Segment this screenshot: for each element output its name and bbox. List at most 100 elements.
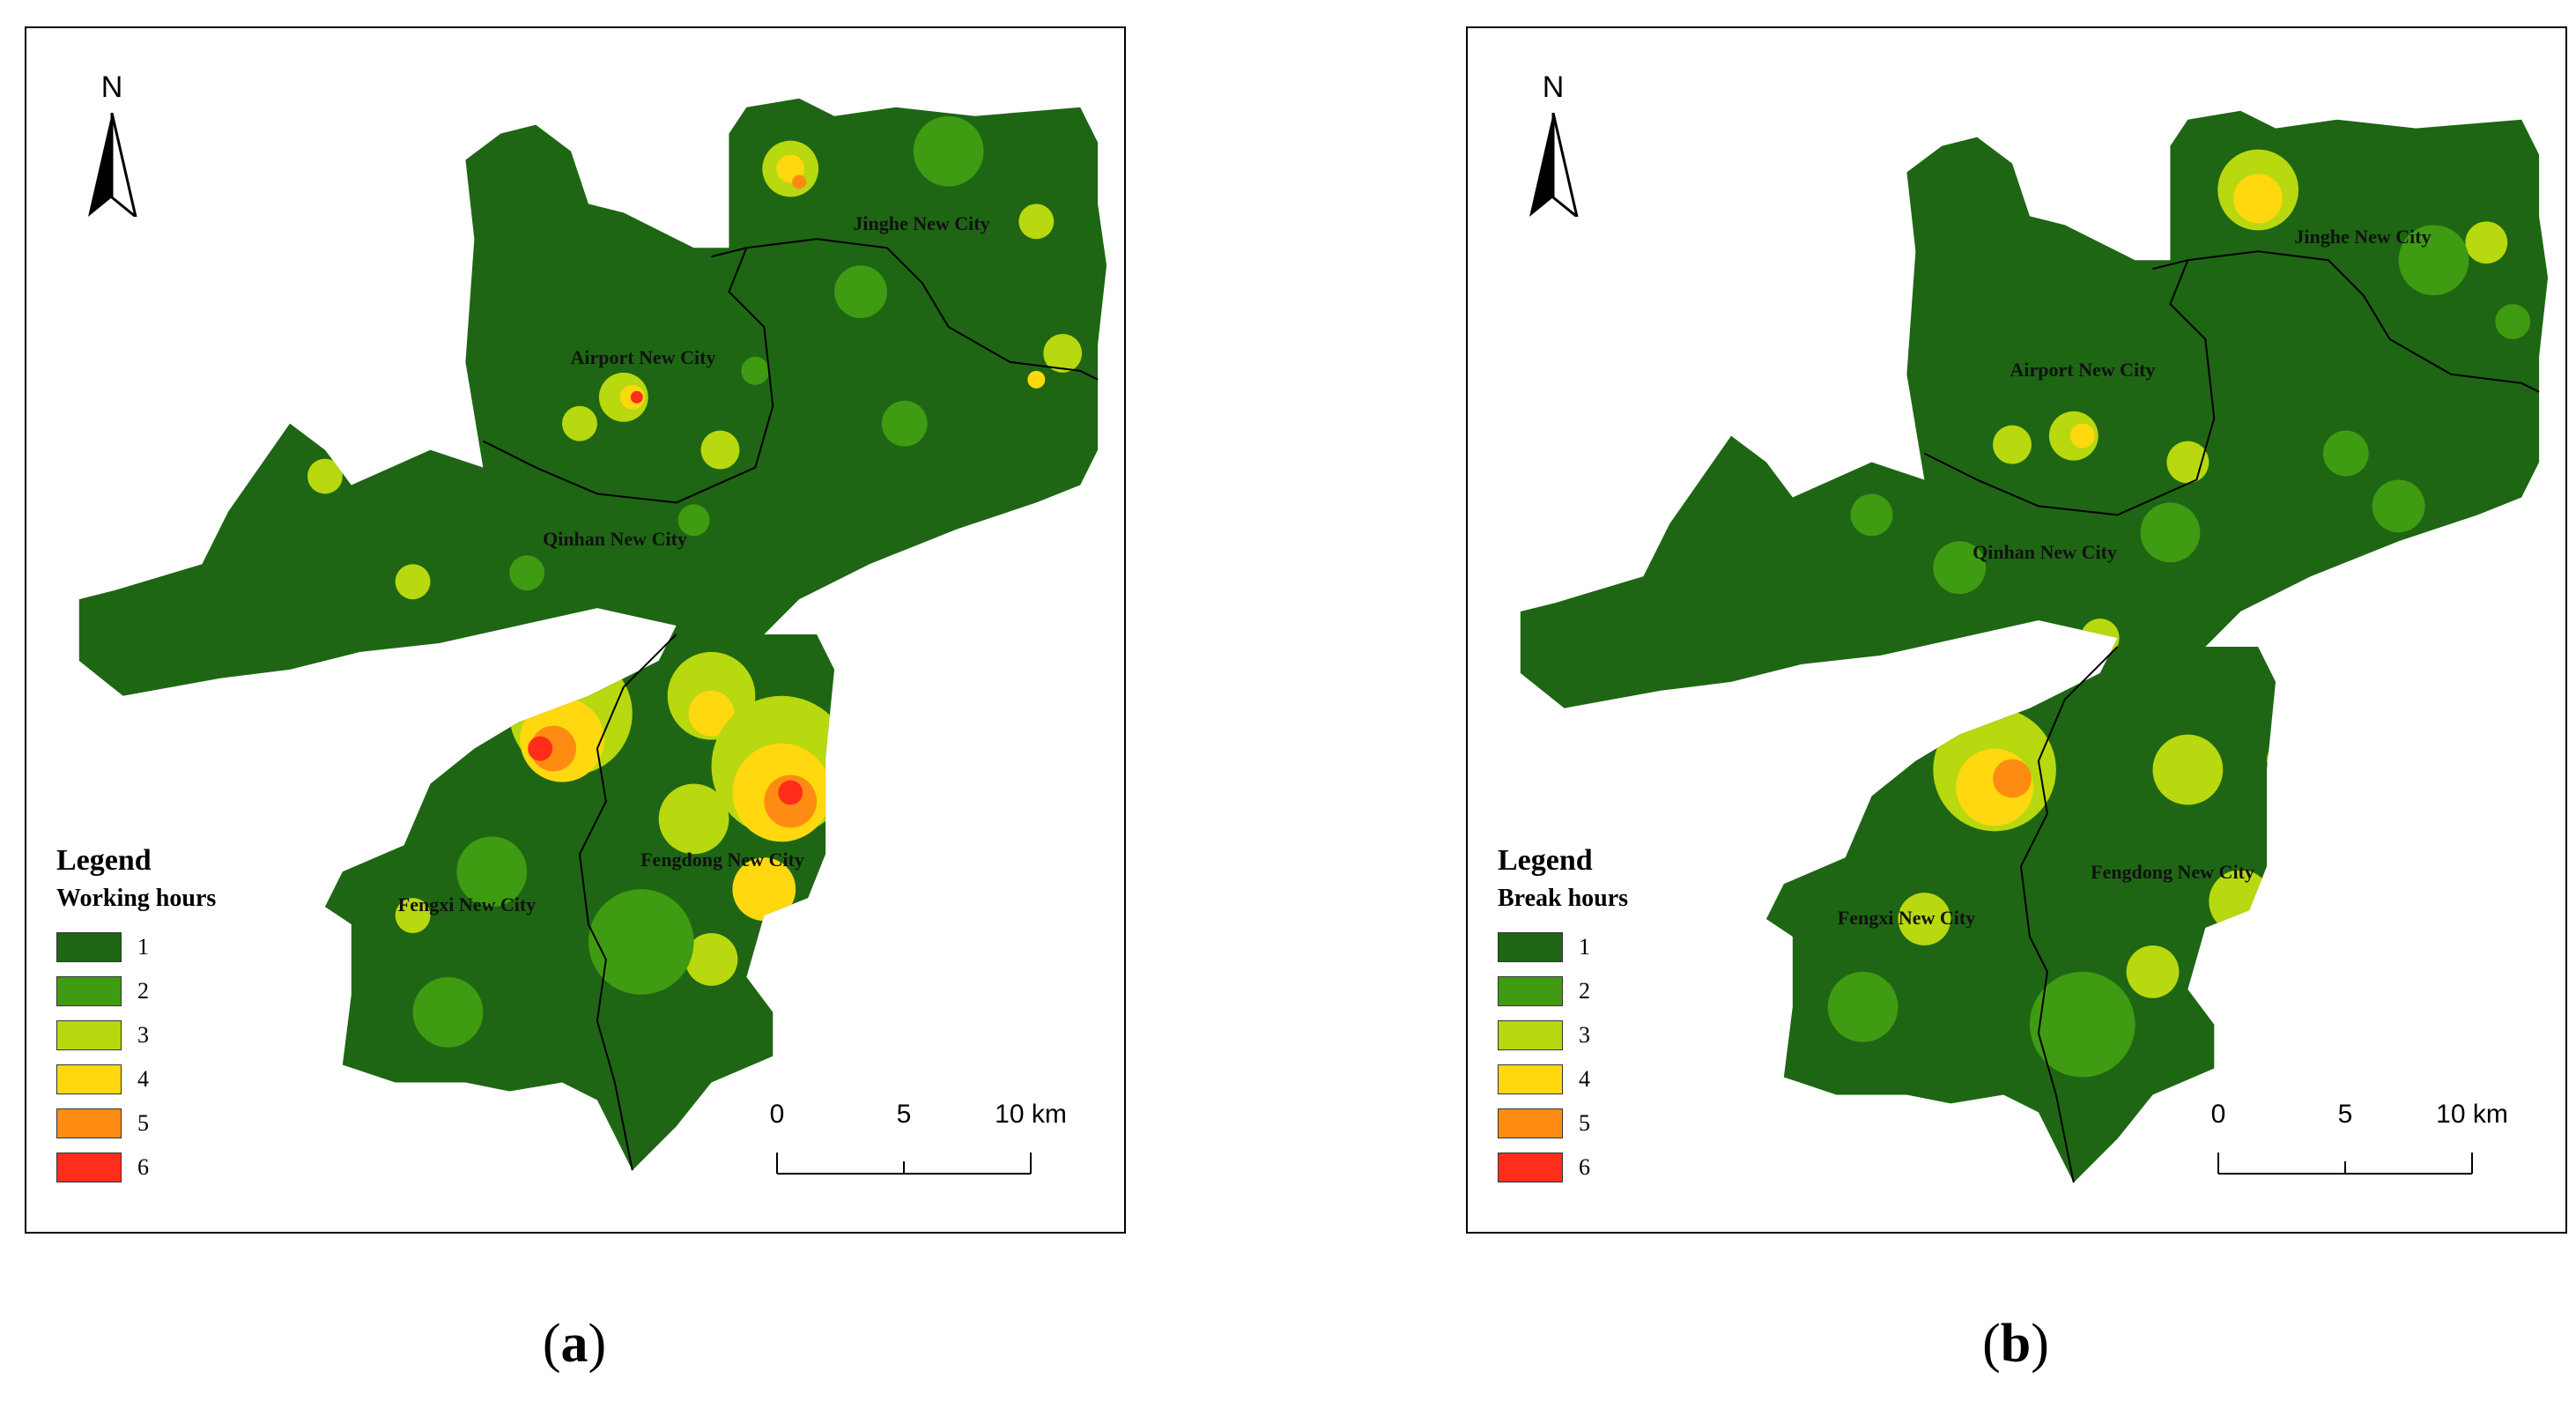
city-label-fengdong: Fengdong New City (2091, 861, 2254, 883)
hotspot (2166, 441, 2210, 484)
legend-value: 2 (137, 978, 149, 1004)
city-label-fengxi: Fengxi New City (397, 893, 537, 915)
hotspot (2267, 734, 2320, 788)
scale-label-0: 0 (769, 1100, 785, 1129)
scale-bar-line (2217, 1153, 2473, 1175)
north-label: N (100, 70, 123, 104)
legend-swatch (56, 1153, 122, 1182)
scale-bar: 0 5 10 km (2211, 1100, 2508, 1179)
legend-value: 4 (137, 1066, 149, 1092)
city-label-fengxi: Fengxi New City (1837, 907, 1976, 929)
district-boundary (482, 247, 774, 504)
hotspot (456, 836, 528, 908)
legend-item: 4 (1498, 1057, 1628, 1101)
legend-item: 6 (56, 1145, 216, 1190)
legend-item: 3 (1498, 1013, 1628, 1057)
legend-item: 2 (1498, 969, 1628, 1013)
legend-item: 5 (56, 1101, 216, 1145)
heatmap-break-hours (1520, 110, 2549, 1183)
heatmap-working-hours (78, 98, 1107, 1171)
hotspot (2495, 304, 2531, 339)
hotspot (2322, 430, 2369, 477)
hotspot (2069, 423, 2095, 448)
map-panel-a: N Jinghe New City Airport New City Qinha… (25, 26, 1126, 1234)
legend-swatch (1498, 1108, 1563, 1138)
hotspot (658, 783, 729, 855)
hotspot (2338, 789, 2424, 874)
city-label-airport: Airport New City (570, 346, 716, 368)
legend-item: 5 (1498, 1101, 1628, 1145)
legend-swatch (1498, 976, 1563, 1006)
district-boundary (711, 238, 1099, 381)
hotspot (528, 736, 553, 761)
hotspot (2301, 752, 2425, 876)
legend-rows: 1 2 3 4 5 6 (1498, 925, 1628, 1190)
legend-value: 1 (1579, 934, 1590, 960)
hotspot (1043, 333, 1083, 373)
hotspot (588, 889, 694, 995)
legend-value: 3 (1579, 1022, 1590, 1048)
north-label: N (1542, 70, 1565, 104)
hotspot (2398, 225, 2469, 296)
legend-value: 5 (1579, 1110, 1590, 1136)
north-arrow-icon (88, 113, 137, 217)
hotspot (307, 458, 343, 494)
legend-rows: 1 2 3 4 5 6 (56, 925, 216, 1190)
scale-label-10: 10 km (995, 1100, 1067, 1129)
hotspot (562, 405, 597, 441)
hotspot (1027, 370, 1046, 389)
hotspot (685, 932, 738, 986)
hotspot (688, 690, 735, 737)
hotspot (2140, 502, 2201, 563)
legend-title: Legend (56, 844, 152, 877)
legend-swatch (56, 1064, 122, 1094)
hotspot (2372, 479, 2425, 533)
scale-bar-line (776, 1153, 1032, 1175)
legend-swatch (56, 1020, 122, 1050)
city-label-qinhan: Qinhan New City (1973, 541, 2117, 563)
hotspot (395, 564, 431, 600)
north-arrow: N (81, 70, 143, 220)
study-area-region (1520, 110, 2549, 1183)
legend-swatch (1498, 932, 1563, 962)
city-label-jinghe: Jinghe New City (853, 212, 990, 234)
legend-item: 1 (56, 925, 216, 969)
legend-item: 3 (56, 1013, 216, 1057)
hotspot (913, 115, 984, 187)
hotspot (2152, 734, 2224, 805)
hotspot (881, 400, 928, 447)
district-boundary (2019, 646, 2119, 1183)
map-panel-b: N Jinghe New City Airport New City Qinha… (1466, 26, 2567, 1234)
hotspot (732, 857, 796, 922)
legend-swatch (56, 1108, 122, 1138)
legend-item: 1 (1498, 925, 1628, 969)
hotspot (778, 780, 803, 805)
hotspot (700, 430, 740, 470)
hotspot (2267, 725, 2425, 885)
legend-item: 6 (1498, 1145, 1628, 1190)
legend-value: 6 (1579, 1154, 1590, 1180)
hotspot (2126, 945, 2180, 998)
legend-swatch (1498, 1020, 1563, 1050)
scale-bar: 0 5 10 km (769, 1100, 1067, 1179)
legend: Legend Working hours 1 2 3 4 5 6 (56, 844, 216, 1190)
legend-value: 6 (137, 1154, 149, 1180)
city-label-airport: Airport New City (2010, 359, 2156, 381)
hotspot (792, 174, 807, 189)
hotspot (2029, 971, 2136, 1078)
hotspot (1827, 971, 1899, 1042)
hotspot (509, 555, 545, 591)
caption-a: (a) (542, 1314, 607, 1374)
hotspot (1933, 541, 1987, 595)
scale-label-5: 5 (896, 1100, 912, 1129)
hotspot (1993, 759, 2032, 798)
scale-label-5: 5 (2337, 1100, 2353, 1129)
district-boundary (2152, 250, 2540, 393)
hotspot (1993, 425, 2032, 464)
legend-swatch (56, 932, 122, 962)
legend-item: 4 (56, 1057, 216, 1101)
city-label-jinghe: Jinghe New City (2294, 226, 2432, 248)
caption-b: (b) (1982, 1314, 2049, 1374)
legend-value: 3 (137, 1022, 149, 1048)
hotspot (1850, 493, 1893, 537)
